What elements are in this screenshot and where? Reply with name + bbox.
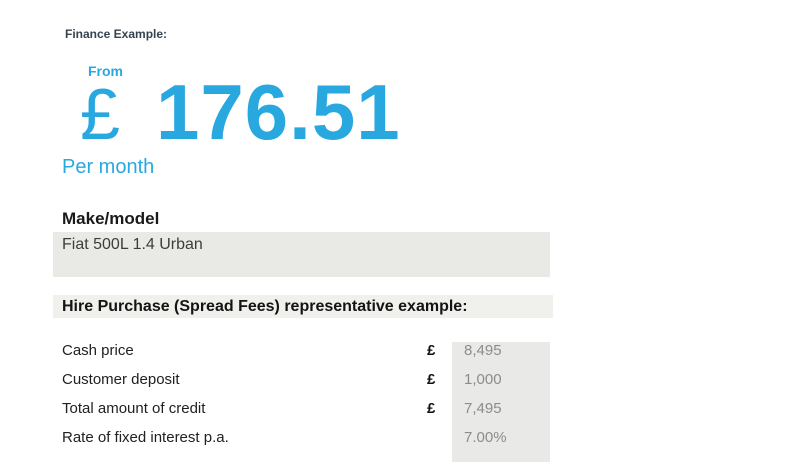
make-model-heading: Make/model <box>62 209 160 228</box>
representative-example-heading: Hire Purchase (Spread Fees) representati… <box>53 295 553 318</box>
row-currency-symbol: £ <box>427 400 436 417</box>
table-row-total-credit: Total amount of credit £ 7,495 <box>0 394 800 423</box>
row-value: 8,495 <box>464 342 502 359</box>
row-value: 7,495 <box>464 400 502 417</box>
row-currency-symbol: £ <box>427 371 436 388</box>
make-model-field: Fiat 500L 1.4 Urban <box>53 232 550 277</box>
monthly-price: £ 176.51 <box>80 73 401 151</box>
table-row-fixed-interest-rate: Rate of fixed interest p.a. 7.00% <box>0 423 800 452</box>
row-currency-symbol: £ <box>427 342 436 359</box>
make-model-value: Fiat 500L 1.4 Urban <box>62 236 203 253</box>
row-label: Total amount of credit <box>62 400 206 417</box>
currency-pound-symbol: £ <box>80 75 121 155</box>
representative-example-table: Cash price £ 8,495 Customer deposit £ 1,… <box>0 336 800 452</box>
row-label: Cash price <box>62 342 134 359</box>
table-row-cash-price: Cash price £ 8,495 <box>0 336 800 365</box>
row-value: 1,000 <box>464 371 502 388</box>
price-from-label: From <box>88 63 123 79</box>
table-row-customer-deposit: Customer deposit £ 1,000 <box>0 365 800 394</box>
value-column-background <box>452 342 550 462</box>
page-title: Finance Example: <box>65 27 168 41</box>
row-label: Customer deposit <box>62 371 180 388</box>
monthly-price-amount: 176.51 <box>156 68 401 156</box>
price-period-label: Per month <box>62 156 155 178</box>
row-label: Rate of fixed interest p.a. <box>62 429 229 446</box>
row-value: 7.00% <box>464 429 507 446</box>
